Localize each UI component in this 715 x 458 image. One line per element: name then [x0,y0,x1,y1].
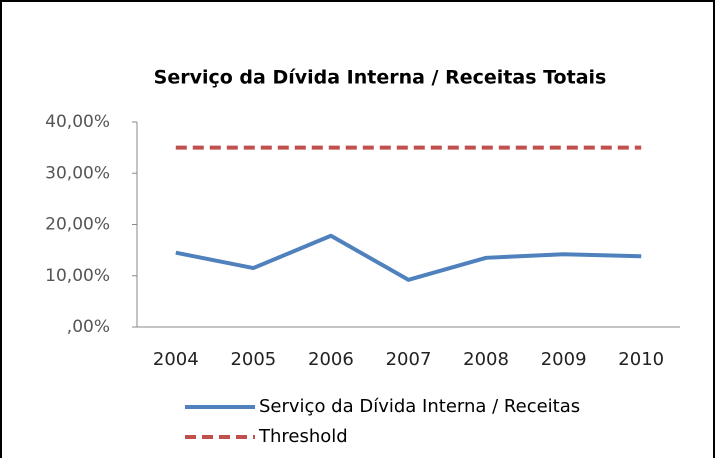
legend-label: Threshold [258,426,348,447]
legend-label: Serviço da Dívida Interna / Receitas [259,396,580,417]
y-tick-label: 30,00% [45,163,110,183]
x-tick-label: 2005 [230,349,276,370]
x-tick-label: 2009 [541,349,587,370]
y-tick-label: 20,00% [45,215,110,235]
y-tick-label: 10,00% [45,266,110,286]
x-tick-label: 2010 [618,349,664,370]
x-tick-label: 2008 [463,349,509,370]
y-tick-label: ,00% [67,317,110,337]
y-tick-label: 40,00% [45,112,110,132]
x-tick-label: 2004 [153,349,199,370]
chart-title: Serviço da Dívida Interna / Receitas Tot… [154,67,607,89]
data-line [175,233,642,282]
x-tick-label: 2007 [386,349,432,370]
x-tick-label: 2006 [308,349,354,370]
